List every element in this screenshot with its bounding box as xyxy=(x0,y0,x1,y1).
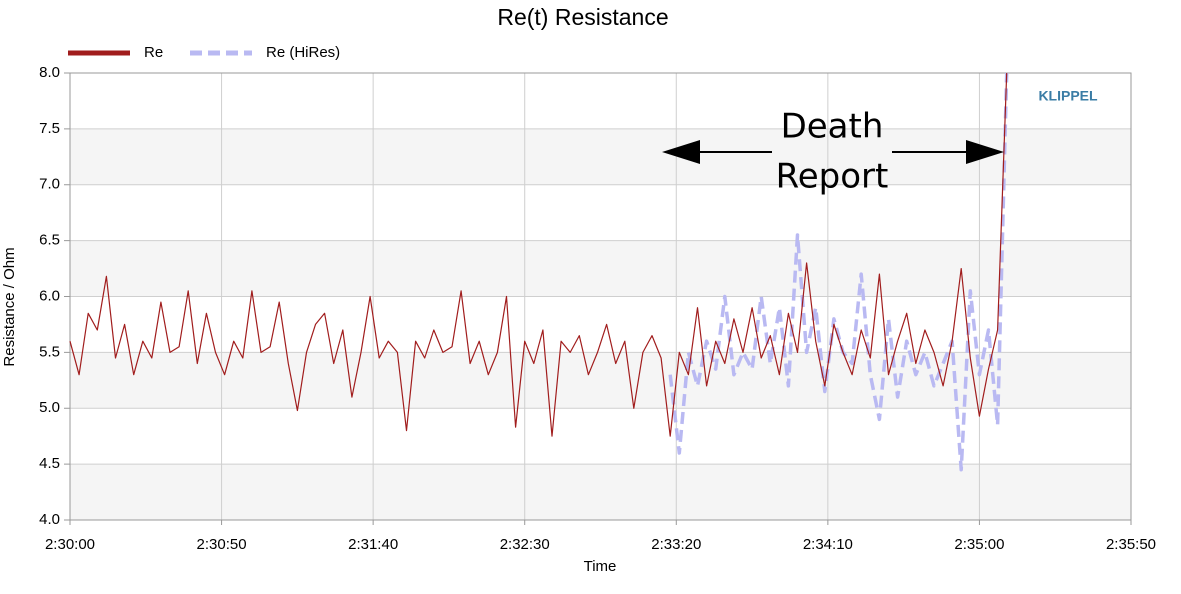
y-axis-label: Resistance / Ohm xyxy=(1,247,18,366)
y-tick-label: 6.5 xyxy=(39,232,60,249)
x-tick-label: 2:30:00 xyxy=(45,536,95,553)
x-tick-label: 2:34:10 xyxy=(803,536,853,553)
annotation-arrows xyxy=(662,140,1004,164)
legend-label: Re xyxy=(144,44,163,61)
x-tick-label: 2:30:50 xyxy=(197,536,247,553)
grid-band xyxy=(70,128,1131,185)
y-tick-label: 8.0 xyxy=(39,64,60,81)
legend: Re Re (HiRes) xyxy=(68,44,340,61)
x-tick-label: 2:33:20 xyxy=(651,536,701,553)
y-tick-label: 5.0 xyxy=(39,399,60,416)
x-tick-label: 2:32:30 xyxy=(500,536,550,553)
legend-label: Re (HiRes) xyxy=(266,44,340,61)
watermark: KLIPPEL xyxy=(1038,88,1098,104)
x-tick-label: 2:35:50 xyxy=(1106,536,1156,553)
y-tick-label: 7.5 xyxy=(39,120,60,137)
annotation: Death xyxy=(781,107,884,147)
series-line xyxy=(69,72,1008,437)
x-tick-label: 2:35:00 xyxy=(954,536,1004,553)
y-tick-label: 6.0 xyxy=(39,287,60,304)
arrow-head xyxy=(966,140,1004,164)
x-axis-label: Time xyxy=(584,558,617,575)
x-tick-label: 2:31:40 xyxy=(348,536,398,553)
annotation: Report xyxy=(776,157,889,197)
arrow-head xyxy=(662,140,700,164)
plot-border xyxy=(69,72,1132,521)
y-tick-label: 7.0 xyxy=(39,176,60,193)
y-tick-label: 4.0 xyxy=(39,511,60,528)
plot-area xyxy=(64,72,1132,525)
y-tick-label: 5.5 xyxy=(39,343,60,360)
chart-title: Re(t) Resistance xyxy=(497,4,668,30)
y-tick-label: 4.5 xyxy=(39,455,60,472)
grid-band xyxy=(70,240,1131,297)
grid-band xyxy=(70,464,1131,520)
series-line xyxy=(668,72,1009,472)
grid-band xyxy=(70,352,1131,409)
